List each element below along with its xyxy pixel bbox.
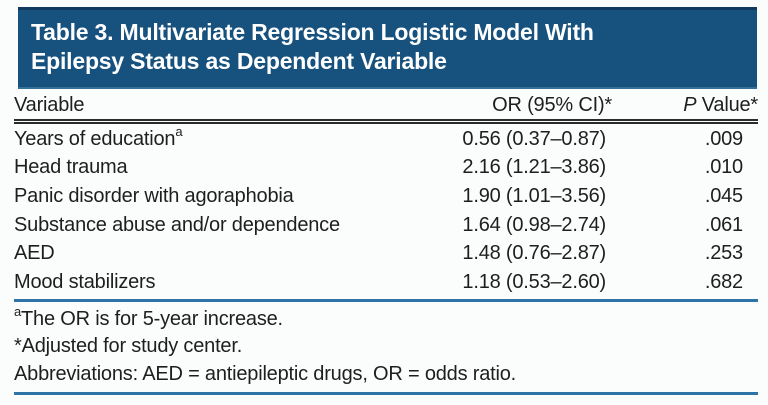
row-or-ci: 1.90 (1.01–3.56)	[462, 184, 606, 207]
row-variable: Substance abuse and/or dependence	[14, 213, 340, 236]
column-header-or-ci: OR (95% CI)*	[492, 93, 612, 116]
row-variable: Head trauma	[14, 156, 128, 179]
column-header-p-value: P Value*	[612, 94, 758, 117]
table-title-line2: Epilepsy Status as Dependent Variable	[31, 48, 447, 74]
table-row: Panic disorder with agoraphobia 1.90 (1.…	[14, 182, 758, 211]
table-title: Table 3. Multivariate Regression Logisti…	[18, 10, 757, 76]
row-or-ci: 2.16 (1.21–3.86)	[462, 156, 606, 179]
row-variable: Years of educationa	[14, 124, 183, 150]
footnote-or-5-year: aThe OR is for 5-year increase.	[14, 303, 283, 330]
footnotes: aThe OR is for 5-year increase. *Adjuste…	[14, 303, 758, 389]
row-p-value: .009	[704, 127, 743, 150]
column-header-variable: Variable	[14, 93, 85, 116]
row-p-value: .253	[704, 242, 743, 265]
p-value-rest: Value*	[696, 93, 758, 116]
row-p-value: .061	[704, 213, 743, 236]
table-row: Substance abuse and/or dependence 1.64 (…	[14, 211, 758, 240]
row-or-ci: 1.18 (0.53–2.60)	[462, 270, 606, 293]
footnote-adjusted: *Adjusted for study center.	[14, 335, 243, 358]
row-p-value: .682	[704, 270, 743, 293]
header-separator-double-rule	[14, 119, 758, 124]
row-variable: AED	[14, 242, 55, 265]
superscript-a: a	[175, 124, 183, 140]
table-title-line1: Table 3. Multivariate Regression Logisti…	[31, 19, 594, 45]
table-row: Head trauma 2.16 (1.21–3.86) .010	[14, 154, 758, 183]
body-bottom-blue-rule	[14, 298, 758, 302]
row-or-ci: 1.48 (0.76–2.87)	[462, 242, 606, 265]
row-p-value: .010	[704, 156, 743, 179]
row-p-value: .045	[704, 184, 743, 207]
data-table: Variable OR (95% CI)* P Value* Years of …	[14, 91, 758, 395]
row-or-ci: 0.56 (0.37–0.87)	[462, 127, 606, 150]
footnote-abbreviations: Abbreviations: AED = antiepileptic drugs…	[14, 362, 517, 385]
p-value-italic-p: P	[683, 93, 697, 116]
row-or-ci: 1.64 (0.98–2.74)	[462, 213, 606, 236]
table-row: Years of educationa 0.56 (0.37–0.87) .00…	[14, 125, 758, 154]
superscript-a: a	[14, 303, 22, 319]
row-variable: Panic disorder with agoraphobia	[14, 184, 294, 207]
table-row: AED 1.48 (0.76–2.87) .253	[14, 239, 758, 268]
table-bottom-blue-rule	[14, 391, 758, 395]
table-row: Mood stabilizers 1.18 (0.53–2.60) .682	[14, 268, 758, 297]
column-header-row: Variable OR (95% CI)* P Value*	[14, 91, 758, 119]
row-variable: Mood stabilizers	[14, 270, 156, 293]
table-title-banner: Table 3. Multivariate Regression Logisti…	[18, 7, 757, 89]
